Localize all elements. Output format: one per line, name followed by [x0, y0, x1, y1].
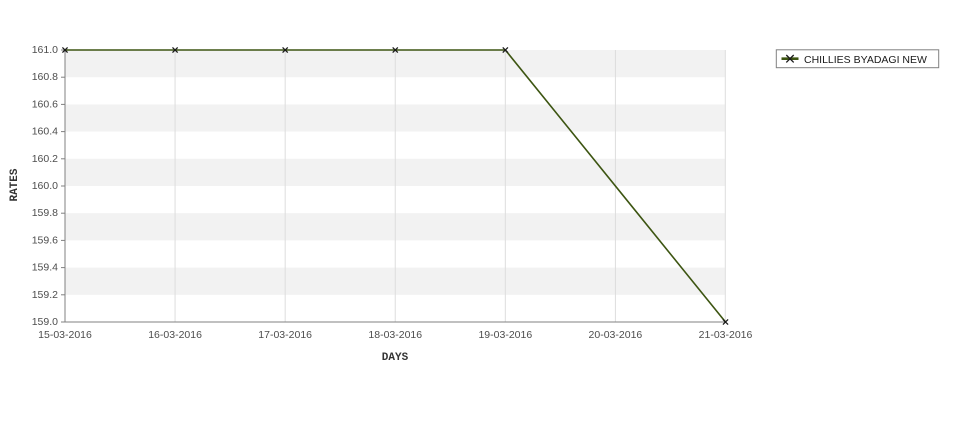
- svg-text:159.0: 159.0: [32, 316, 58, 328]
- svg-text:159.6: 159.6: [32, 234, 58, 246]
- svg-text:21-03-2016: 21-03-2016: [699, 329, 753, 341]
- svg-text:18-03-2016: 18-03-2016: [368, 329, 422, 341]
- svg-text:16-03-2016: 16-03-2016: [148, 329, 202, 341]
- svg-text:CHILLIES BYADAGI NEW: CHILLIES BYADAGI NEW: [804, 54, 927, 66]
- svg-text:RATES: RATES: [9, 168, 21, 201]
- svg-text:159.8: 159.8: [32, 207, 58, 219]
- svg-text:160.2: 160.2: [32, 153, 58, 165]
- svg-text:15-03-2016: 15-03-2016: [38, 329, 92, 341]
- svg-text:160.4: 160.4: [32, 126, 58, 138]
- svg-text:160.0: 160.0: [32, 180, 58, 192]
- svg-text:19-03-2016: 19-03-2016: [478, 329, 532, 341]
- svg-text:DAYS: DAYS: [382, 352, 409, 364]
- svg-text:160.8: 160.8: [32, 71, 58, 83]
- svg-text:159.2: 159.2: [32, 289, 58, 301]
- svg-text:161.0: 161.0: [32, 44, 58, 56]
- svg-text:17-03-2016: 17-03-2016: [258, 329, 312, 341]
- svg-text:20-03-2016: 20-03-2016: [589, 329, 643, 341]
- svg-text:160.6: 160.6: [32, 98, 58, 110]
- svg-text:159.4: 159.4: [32, 262, 58, 274]
